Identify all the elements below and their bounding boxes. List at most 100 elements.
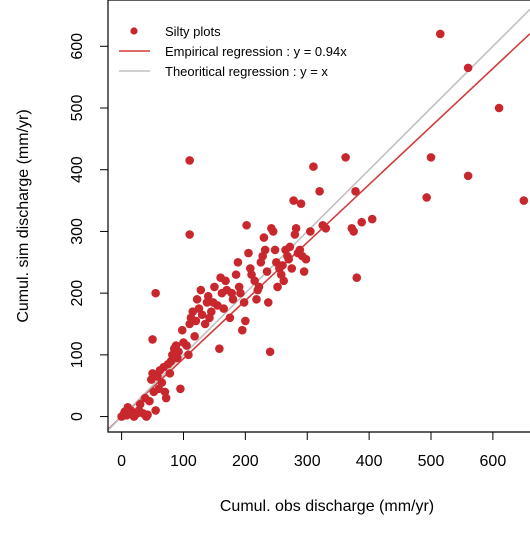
data-point	[254, 282, 264, 292]
data-point	[262, 267, 272, 276]
data-point	[309, 162, 318, 171]
data-point	[176, 384, 185, 394]
data-point	[426, 153, 436, 162]
data-point	[225, 313, 235, 323]
data-point	[367, 214, 377, 224]
data-point	[299, 267, 309, 276]
y-tick-label: 300	[69, 218, 86, 245]
data-point	[289, 196, 298, 205]
data-point	[185, 230, 194, 239]
x-tick-label: 0	[117, 453, 126, 470]
data-point	[165, 369, 175, 378]
data-point	[210, 282, 219, 292]
data-point	[143, 410, 152, 420]
data-point	[352, 273, 362, 283]
data-point	[357, 217, 366, 227]
data-point	[422, 193, 431, 202]
y-tick-label: 500	[69, 95, 86, 122]
x-tick-label: 100	[170, 453, 197, 470]
data-point	[215, 344, 224, 353]
plot-frame	[107, 0, 530, 433]
data-point	[182, 341, 191, 350]
data-point	[239, 298, 249, 307]
data-point	[252, 295, 261, 304]
empirical-regression-line	[108, 33, 530, 430]
data-point	[185, 156, 194, 165]
data-point	[190, 332, 199, 341]
y-tick-label: 400	[69, 156, 86, 183]
data-point	[250, 276, 259, 286]
data-point	[203, 291, 213, 301]
data-point	[351, 187, 360, 196]
data-point	[145, 396, 154, 406]
y-tick-label: 200	[69, 280, 86, 307]
data-point	[284, 254, 293, 264]
legend: Silty plots Empirical regression : y = 0…	[119, 24, 347, 79]
data-point	[135, 399, 145, 409]
data-point	[148, 335, 157, 344]
data-point	[177, 325, 187, 335]
data-point	[219, 304, 229, 313]
data-point	[463, 171, 473, 181]
x-tick-label: 400	[356, 453, 383, 470]
data-point	[341, 153, 350, 162]
data-point	[151, 406, 160, 415]
data-point	[494, 103, 504, 113]
data-point	[231, 270, 241, 279]
data-point	[207, 307, 216, 316]
data-point	[263, 298, 273, 307]
data-point	[221, 276, 230, 286]
data-point	[260, 245, 270, 255]
data-point	[241, 316, 250, 326]
data-point	[265, 347, 275, 357]
legend-point-marker	[130, 27, 138, 35]
data-point	[174, 347, 183, 357]
data-point	[291, 224, 301, 233]
data-point	[197, 310, 207, 320]
data-point	[301, 254, 311, 264]
x-axis-label: Cumul. obs discharge (mm/yr)	[220, 498, 434, 515]
x-tick-label: 300	[294, 453, 321, 470]
data-point	[315, 187, 324, 196]
y-tick-label: 0	[69, 412, 86, 421]
x-tick-label: 200	[232, 453, 259, 470]
data-point	[242, 220, 251, 230]
data-point	[287, 264, 297, 273]
legend-label-theoretical: Theoritical regression : y = x	[165, 64, 328, 79]
data-point	[196, 285, 206, 295]
x-tick-label: 500	[418, 453, 445, 470]
data-point	[306, 227, 315, 236]
y-axis-label: Cumul. sim discharge (mm/yr)	[15, 109, 32, 322]
data-point	[273, 282, 282, 292]
data-point	[296, 199, 306, 208]
legend-label-empirical: Empirical regression : y = 0.94x	[165, 44, 347, 59]
data-point	[191, 316, 201, 326]
y-axis-ticks: 0 100 200 300 400 500 600	[69, 33, 108, 421]
data-point	[285, 242, 295, 252]
data-point	[237, 325, 247, 335]
x-axis-ticks: 0 100 200 300 400 500 600	[117, 432, 506, 470]
data-point	[151, 288, 160, 298]
data-point	[192, 295, 202, 304]
data-point	[233, 257, 243, 267]
data-point	[200, 319, 210, 329]
data-point	[161, 393, 171, 403]
data-point	[321, 224, 331, 233]
data-point	[349, 227, 358, 236]
data-point	[228, 295, 238, 304]
data-point	[270, 245, 280, 255]
data-point	[184, 350, 193, 360]
data-point	[279, 276, 289, 286]
data-point	[278, 261, 287, 270]
data-point	[519, 196, 529, 205]
y-tick-label: 600	[69, 33, 86, 60]
data-point	[435, 29, 445, 39]
data-point	[463, 63, 473, 73]
y-tick-label: 100	[69, 341, 86, 368]
x-tick-label: 600	[480, 453, 507, 470]
data-point	[244, 248, 253, 258]
data-point	[157, 378, 167, 387]
legend-label-silty-plots: Silty plots	[165, 24, 221, 39]
